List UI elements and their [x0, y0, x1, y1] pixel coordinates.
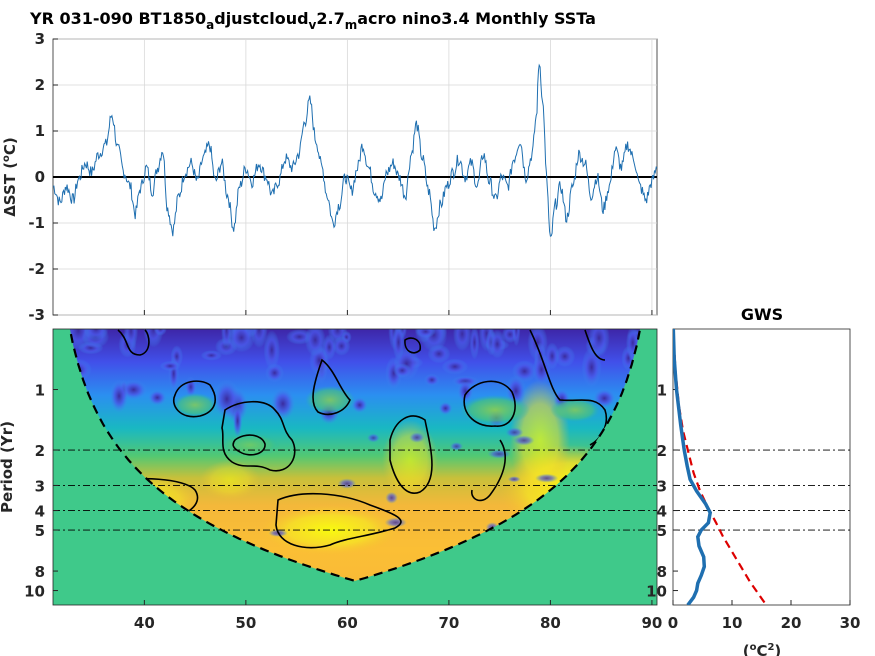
sst-anomaly-line — [53, 63, 657, 237]
low-power-spot — [489, 329, 506, 359]
low-power-spot — [512, 329, 521, 347]
wavelet-x-tick-label: 40 — [134, 614, 155, 632]
low-power-spot — [83, 329, 109, 341]
wavelet-y-tick-label: 4 — [35, 503, 45, 521]
wavelet-x-tick-label: 80 — [540, 614, 561, 632]
low-power-spot — [227, 329, 256, 353]
wavelet-y-ticks: 1 2 3 45 8 10 — [24, 382, 58, 601]
gws-x-ticks: 0 10 20 30 — [668, 600, 861, 632]
wavelet-x-ticks: 40 50 60 70 80 90 — [134, 600, 662, 632]
gws-x-axis-label: (oC2) — [743, 642, 782, 656]
gws-y-tick-label: 8 — [657, 563, 667, 581]
low-power-spot — [453, 329, 472, 352]
gws-x-tick-label: 0 — [668, 614, 678, 632]
wavelet-x-tick-label: 70 — [438, 614, 459, 632]
low-power-spot — [393, 363, 412, 378]
chart-title: YR 031-090 BT1850adjustcloudv2.7macro ni… — [29, 9, 596, 32]
gws-y-tick-label: 2 — [657, 442, 667, 460]
gws-x-tick-label: 20 — [781, 614, 802, 632]
wavelet-x-tick-label: 60 — [337, 614, 358, 632]
sst-y-tick-label: -1 — [28, 214, 45, 232]
low-power-spot — [332, 336, 351, 356]
low-power-spot — [213, 379, 241, 419]
sst-y-tick-label: -2 — [28, 260, 45, 278]
low-power-spot — [123, 329, 139, 350]
gws-y-tick-label: 3 — [657, 477, 667, 495]
low-power-spot — [554, 345, 576, 367]
low-power-spot — [270, 387, 296, 420]
sst-y-tick-label: -3 — [28, 306, 45, 324]
low-power-spot — [148, 389, 167, 406]
wavelet-y-tick-label: 3 — [35, 477, 45, 495]
low-power-spot — [351, 397, 368, 413]
low-power-spot — [415, 329, 436, 338]
low-power-spot — [535, 473, 559, 483]
wavelet-x-tick-label: 90 — [641, 614, 662, 632]
gws-y-ticks: 1 2 3 45 8 10 — [646, 382, 678, 601]
wavelet-y-tick-label: 10 — [24, 583, 45, 601]
low-power-spot — [441, 358, 469, 375]
gws-y-tick-label: 4 — [657, 503, 667, 521]
low-power-spot — [385, 492, 398, 504]
wavelet-y-tick-label: 8 — [35, 563, 45, 581]
low-power-spot — [322, 334, 336, 360]
gws-y-tick-label: 5 — [657, 522, 667, 540]
low-power-spot — [159, 360, 181, 372]
wavelet-y-tick-label: 5 — [35, 522, 45, 540]
low-power-spot — [392, 329, 405, 361]
low-power-spot — [424, 373, 440, 387]
gws-y-tick-label: 10 — [646, 583, 667, 601]
low-power-spot — [263, 330, 280, 370]
sst-y-tick-label: 3 — [35, 30, 45, 48]
global-wavelet-spectrum-line — [673, 329, 713, 605]
low-power-spot — [304, 329, 326, 357]
gws-x-tick-label: 10 — [722, 614, 743, 632]
sst-y-axis-label: ΔSST (oC) — [1, 137, 19, 217]
low-power-spot — [581, 347, 602, 388]
low-power-spot — [545, 342, 560, 370]
wavelet-power-panel: 1 2 3 45 8 10 40 50 60 70 80 90 Period (Yr) — [0, 328, 662, 632]
wavelet-y-tick-label: 2 — [35, 442, 45, 460]
sst-timeseries-panel: 3 2 1 0 -1 -2 -3 ΔSST (oC) — [1, 30, 658, 324]
low-power-spot — [384, 517, 407, 528]
low-power-spot — [109, 379, 129, 413]
low-power-spot — [513, 435, 535, 446]
low-power-spot — [438, 401, 453, 415]
low-power-spot — [367, 433, 380, 443]
gws-x-tick-label: 30 — [840, 614, 861, 632]
low-power-spot — [337, 478, 357, 489]
low-power-spot — [154, 329, 167, 336]
low-power-spot — [200, 350, 222, 361]
low-power-spot — [507, 476, 521, 483]
gws-y-tick-label: 1 — [657, 382, 667, 400]
wavelet-y-axis-label: Period (Yr) — [0, 421, 16, 513]
low-power-spot — [449, 442, 464, 451]
low-power-spot — [505, 427, 524, 438]
sst-y-tick-label: 0 — [35, 168, 45, 186]
low-power-spot — [469, 329, 480, 360]
low-power-spot — [409, 432, 425, 443]
low-power-spot — [457, 379, 474, 403]
wavelet-reference-lines — [53, 449, 657, 531]
gws-title: GWS — [741, 305, 783, 324]
wavelet-y-tick-label: 1 — [35, 382, 45, 400]
low-power-spot — [588, 329, 610, 358]
wavelet-x-tick-label: 50 — [235, 614, 256, 632]
sst-y-tick-label: 1 — [35, 122, 45, 140]
low-power-spot — [487, 449, 511, 459]
sst-y-tick-label: 2 — [35, 76, 45, 94]
sst-y-ticks: 3 2 1 0 -1 -2 -3 — [28, 30, 653, 324]
cone-of-influence-mask — [53, 329, 657, 605]
